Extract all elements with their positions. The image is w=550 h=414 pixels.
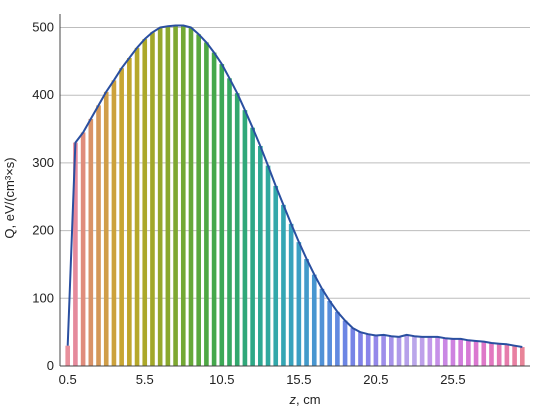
- bar-21: [227, 78, 232, 367]
- bar-4: [96, 105, 101, 366]
- y-tick-labels: 0 100 200 300 400 500: [32, 20, 54, 373]
- bar-41: [381, 334, 386, 366]
- x-tick-label-3: 15.5: [286, 372, 311, 387]
- bar-49: [442, 338, 448, 366]
- bar-15: [180, 25, 186, 367]
- y-tick-label-5: 500: [32, 20, 54, 35]
- bar-2: [80, 132, 86, 366]
- bar-45: [412, 336, 417, 366]
- x-tick-label-5: 25.5: [440, 372, 465, 387]
- bar-39: [365, 334, 371, 366]
- bar-52: [466, 340, 471, 366]
- bar-8: [127, 58, 132, 366]
- bar-33: [319, 288, 325, 366]
- x-tick-label-2: 10.5: [209, 372, 234, 387]
- envelope-line: [66, 24, 523, 348]
- bar-11: [150, 32, 155, 367]
- bar-10: [142, 39, 148, 367]
- x-tick-label-0: 0.5: [59, 372, 77, 387]
- x-tick-label-4: 20.5: [363, 372, 388, 387]
- bar-16: [188, 27, 194, 367]
- bar-50: [450, 338, 456, 366]
- bar-36: [342, 320, 348, 366]
- bar-47: [427, 336, 433, 366]
- bar-6: [111, 80, 117, 366]
- bar-5: [103, 91, 109, 366]
- bar-55: [489, 342, 494, 366]
- bar-46: [419, 336, 425, 366]
- bar-30: [296, 242, 302, 366]
- y-axis-title: Q, eV/(cm³×s): [2, 157, 17, 238]
- bar-31: [304, 259, 309, 366]
- bar-24: [250, 127, 255, 366]
- bar-22: [234, 93, 240, 366]
- bar-25: [258, 146, 263, 366]
- y-tick-label-3: 300: [32, 155, 54, 170]
- x-axis-title: z, cm: [288, 392, 320, 407]
- bar-9: [134, 47, 140, 366]
- bar-0: [65, 345, 71, 366]
- bar-19: [211, 52, 217, 366]
- bar-32: [311, 274, 317, 366]
- y-tick-label-1: 100: [32, 290, 54, 305]
- x-tick-label-1: 5.5: [136, 372, 154, 387]
- bar-13: [165, 26, 171, 366]
- bar-40: [373, 335, 379, 366]
- bar-37: [350, 328, 356, 366]
- bar-23: [242, 110, 248, 366]
- bar-12: [157, 27, 163, 367]
- bar-44: [404, 334, 410, 366]
- bar-20: [219, 64, 225, 366]
- bar-1: [73, 142, 78, 366]
- series-line: [66, 24, 523, 348]
- bar-7: [119, 68, 124, 367]
- y-tick-label-2: 200: [32, 223, 54, 238]
- x-tick-labels: 0.5 5.5 10.5 15.5 20.5 25.5: [59, 372, 466, 387]
- bar-42: [389, 336, 394, 366]
- bar-26: [265, 165, 271, 366]
- bar-59: [519, 347, 525, 366]
- bar-54: [481, 341, 487, 366]
- bar-28: [281, 204, 286, 366]
- bar-53: [473, 340, 479, 366]
- bar-14: [173, 25, 178, 367]
- bar-48: [435, 336, 440, 366]
- bar-38: [358, 332, 363, 366]
- bar-51: [458, 338, 463, 366]
- bar-35: [335, 311, 340, 366]
- y-tick-label-4: 400: [32, 87, 54, 102]
- bar-3: [88, 118, 94, 366]
- bar-34: [327, 301, 332, 366]
- plot-frame: [59, 14, 530, 367]
- bar-58: [512, 345, 517, 366]
- bar-57: [504, 344, 510, 366]
- bar-27: [273, 185, 279, 366]
- bar-56: [496, 343, 502, 366]
- bar-29: [288, 223, 294, 366]
- bar-18: [204, 42, 209, 366]
- y-tick-label-0: 0: [47, 358, 54, 373]
- bar-43: [396, 336, 402, 366]
- bar-17: [196, 34, 201, 367]
- bars: [65, 25, 525, 367]
